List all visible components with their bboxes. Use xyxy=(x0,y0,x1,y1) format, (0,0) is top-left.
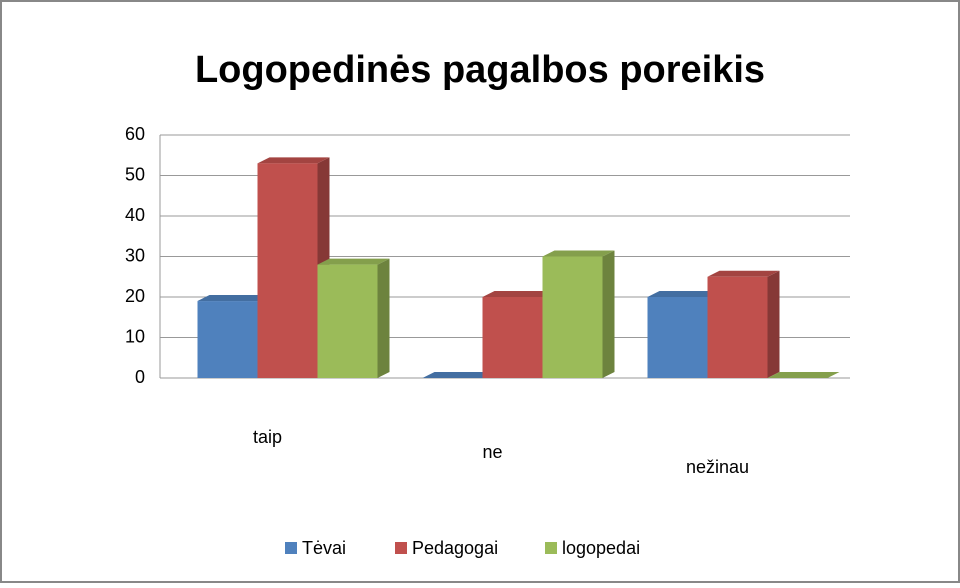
legend-swatch xyxy=(395,542,407,554)
bar xyxy=(647,297,708,378)
bar-side xyxy=(377,258,390,378)
bar-top xyxy=(482,291,555,297)
bar xyxy=(542,256,603,378)
y-tick-label: 20 xyxy=(125,286,145,306)
y-tick-label: 0 xyxy=(135,367,145,387)
bar-side xyxy=(602,250,615,378)
bar-top xyxy=(257,157,330,164)
bar-top xyxy=(647,291,720,297)
x-tick-label: nežinau xyxy=(686,457,749,477)
x-tick-label: taip xyxy=(253,427,282,447)
bar-top xyxy=(197,295,270,302)
bar xyxy=(257,163,318,378)
y-tick-label: 30 xyxy=(125,245,145,265)
bar xyxy=(317,264,378,378)
bar-side xyxy=(767,270,780,378)
legend-label: Pedagogai xyxy=(412,538,498,558)
y-tick-label: 60 xyxy=(125,124,145,144)
bar-top xyxy=(542,250,615,257)
bar-top xyxy=(422,372,495,378)
bar xyxy=(197,301,258,378)
x-tick-label: ne xyxy=(482,442,502,462)
y-tick-label: 50 xyxy=(125,164,145,184)
chart-title: Logopedinės pagalbos poreikis xyxy=(195,49,765,91)
bar xyxy=(707,276,768,378)
legend-label: Tėvai xyxy=(302,538,346,558)
legend-swatch xyxy=(285,542,297,554)
bar-top xyxy=(767,372,840,378)
bar xyxy=(482,297,543,378)
y-tick-label: 40 xyxy=(125,205,145,225)
y-tick-label: 10 xyxy=(125,326,145,346)
legend-label: logopedai xyxy=(562,538,640,558)
legend-swatch xyxy=(545,542,557,554)
bar-top xyxy=(317,258,390,265)
bar-top xyxy=(707,270,780,277)
